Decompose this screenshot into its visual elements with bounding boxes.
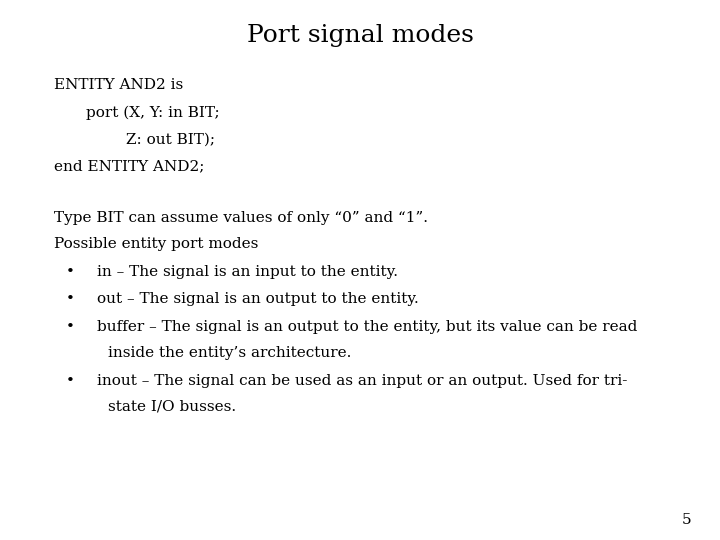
Text: •: • [66,265,75,279]
Text: Port signal modes: Port signal modes [246,24,474,48]
Text: Possible entity port modes: Possible entity port modes [54,237,258,251]
Text: state I/O busses.: state I/O busses. [108,400,236,414]
Text: inside the entity’s architecture.: inside the entity’s architecture. [108,346,351,360]
Text: •: • [66,320,75,334]
Text: •: • [66,292,75,306]
Text: out – The signal is an output to the entity.: out – The signal is an output to the ent… [97,292,419,306]
Text: port (X, Y: in BIT;: port (X, Y: in BIT; [86,105,220,120]
Text: •: • [66,374,75,388]
Text: end ENTITY AND2;: end ENTITY AND2; [54,159,204,173]
Text: 5: 5 [682,512,691,526]
Text: inout – The signal can be used as an input or an output. Used for tri-: inout – The signal can be used as an inp… [97,374,628,388]
Text: ENTITY AND2 is: ENTITY AND2 is [54,78,184,92]
Text: buffer – The signal is an output to the entity, but its value can be read: buffer – The signal is an output to the … [97,320,638,334]
Text: Type BIT can assume values of only “0” and “1”.: Type BIT can assume values of only “0” a… [54,211,428,225]
Text: Z: out BIT);: Z: out BIT); [126,132,215,146]
Text: in – The signal is an input to the entity.: in – The signal is an input to the entit… [97,265,398,279]
